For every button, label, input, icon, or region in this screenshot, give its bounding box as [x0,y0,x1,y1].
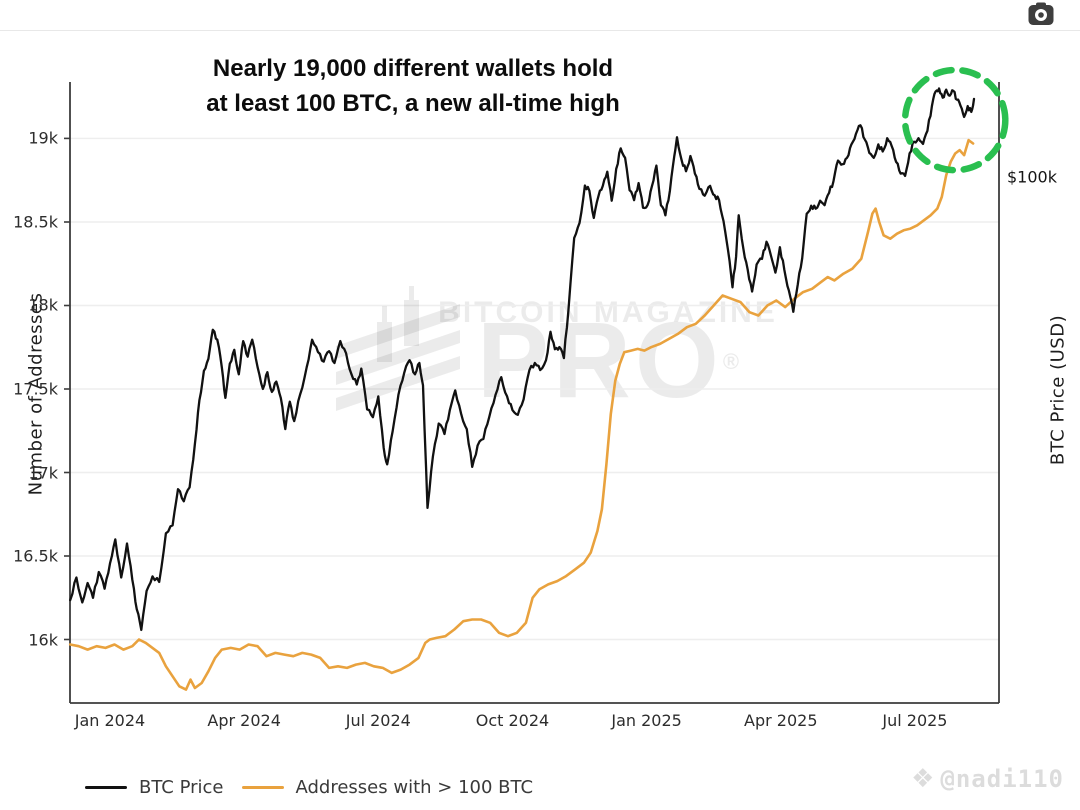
legend: BTC Price Addresses with > 100 BTC [85,774,533,800]
x-axis-tick-label: Apr 2025 [744,711,818,730]
watermark-pro-text: PRO [476,299,723,420]
y-axis-tick-label: 16k [28,630,58,650]
ath-highlight-circle [901,66,1009,174]
y-axis-tick-label: 19k [28,128,58,148]
legend-item-btc-price[interactable]: BTC Price [85,777,224,798]
y-axis-tick-label: 17.5k [13,379,58,399]
y-axis-tick-label: 18.5k [13,212,58,232]
legend-label: Addresses with > 100 BTC [295,776,534,798]
credit-watermark: ❖ @nadi110 [911,765,1064,793]
legend-swatch [85,785,127,789]
x-axis-tick-label: Jan 2025 [611,711,682,730]
chart-card: Nearly 19,000 different wallets hold at … [0,31,1080,810]
y-axis-tick-label: 18k [28,295,58,315]
watermark-brand-pro: PRO® [477,306,739,414]
right-axis-title: BTC Price (USD) [1047,314,1069,466]
camera-icon[interactable] [1028,2,1054,26]
chart-title-line1: Nearly 19,000 different wallets hold [212,55,614,82]
chart-title: Nearly 19,000 different wallets hold at … [206,51,619,121]
y-axis-tick-label: 16.5k [13,546,58,566]
top-bar [0,0,1080,31]
registered-mark: ® [722,349,740,374]
credit-handle: @nadi110 [940,765,1064,793]
legend-swatch [241,785,284,789]
legend-label: BTC Price [139,776,224,798]
chart-title-line2: at least 100 BTC, a new all-time high [206,90,620,117]
y-axis-tick-label: 17k [28,463,58,482]
right-axis-tick-label: $100k [1007,167,1057,187]
x-axis-tick-label: Apr 2024 [207,711,281,730]
x-axis-tick-label: Jan 2024 [74,711,146,730]
x-axis-tick-label: Jul 2025 [882,711,948,730]
diamond-logo-icon: ❖ [911,764,935,794]
camera-icon-glyph [1028,2,1054,25]
x-axis-tick-label: Jul 2024 [345,711,411,730]
legend-item-addresses[interactable]: Addresses with > 100 BTC [241,776,534,798]
x-axis-tick-label: Oct 2024 [475,711,550,730]
